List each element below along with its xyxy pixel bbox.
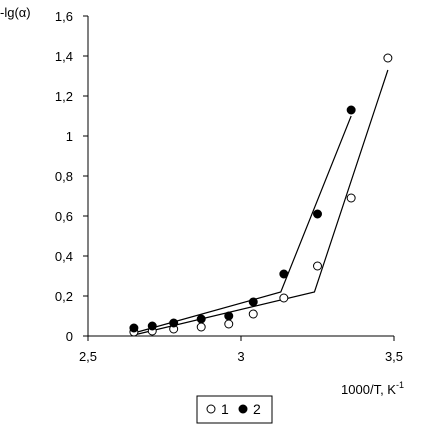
point-series-2-0 [129,323,139,333]
x-tick-label-2: 3,5 [385,349,403,364]
point-series-1-4 [224,319,234,329]
y-ticks: 0 0,2 0,4 0,6 0,8 1 1,2 1,4 1,6 [55,9,88,344]
y-tick-label-3: 0,6 [55,209,73,224]
point-series-2-6 [279,269,289,279]
x-tick-label-1: 3 [237,349,244,364]
point-series-2-2 [169,318,179,328]
y-tick-label-4: 0,8 [55,169,73,184]
point-series-2-8 [346,105,356,115]
x-axis-title-main: 1000/T, K [341,382,396,397]
legend-marker-series-1 [206,404,216,414]
point-series-1-6 [279,293,289,303]
legend: 1 2 [196,395,273,424]
x-axis-title: 1000/T, K-1 [341,380,404,397]
y-tick-label-0: 0 [66,329,73,344]
y-tick-label-7: 1,4 [55,49,73,64]
x-tick-label-0: 2,5 [79,349,97,364]
fit-lines [133,69,389,336]
point-series-1-5 [248,309,258,319]
fit-line-series-2 [133,115,352,334]
y-axis-title: -lg(α) [0,5,31,20]
markers [129,53,393,337]
point-series-1-9 [383,53,393,63]
x-axis-title-superscript: -1 [396,380,404,390]
y-tick-label-1: 0,2 [55,289,73,304]
point-series-1-7 [313,261,322,271]
point-series-1-3 [196,322,206,332]
y-tick-label-2: 0,4 [55,249,73,264]
point-series-1-8 [346,193,356,203]
point-series-2-7 [313,209,322,219]
y-tick-label-6: 1,2 [55,89,73,104]
y-tick-label-5: 1 [66,129,73,144]
axes: 2,5 3 3,5 0 0,2 0,4 0,6 0,8 1 1,2 1,4 1,6 [55,9,403,364]
legend-label-series-2: 2 [253,401,261,417]
legend-marker-series-2 [238,404,248,414]
point-series-2-5 [248,297,258,307]
point-series-2-3 [196,314,206,324]
fit-line-series-1 [133,69,389,336]
y-tick-label-8: 1,6 [55,9,73,24]
point-series-2-1 [147,321,157,331]
point-series-2-4 [224,311,234,321]
legend-label-series-1: 1 [221,401,229,417]
x-ticks: 2,5 3 3,5 [79,336,403,364]
